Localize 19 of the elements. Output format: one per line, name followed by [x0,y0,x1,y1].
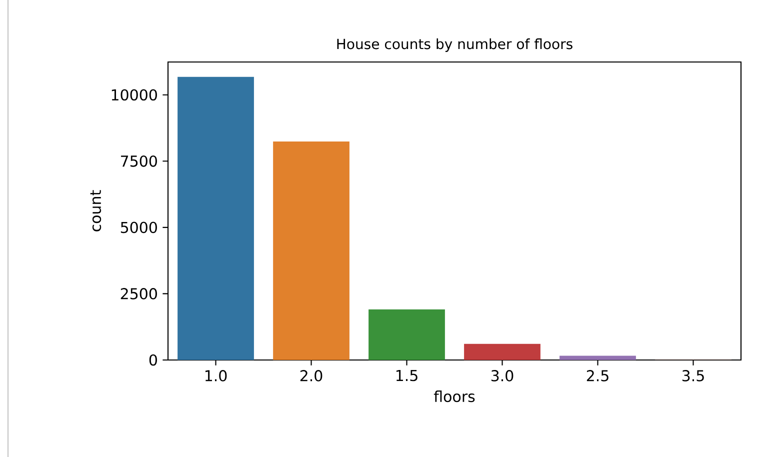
x-tick-label: 1.0 [205,370,227,382]
bar [178,76,254,360]
chart-title: House counts by number of floors [337,38,572,52]
bar [368,309,445,360]
y-tick-label: 5000 [120,222,157,234]
bar [273,142,350,360]
bar [560,356,636,360]
y-tick-label: 7500 [121,155,157,167]
bar [464,344,540,360]
x-tick-label: 3.5 [682,370,704,382]
x-tick-label: 1.5 [396,370,418,382]
x-axis-title: floors [434,390,475,402]
x-tick-label: 2.0 [300,370,322,382]
y-tick-label: 10000 [112,89,157,101]
y-tick-label: 0 [149,354,157,366]
y-tick-label: 2500 [120,288,157,300]
y-axis-title: count [90,190,102,232]
x-tick-label: 2.5 [586,370,608,382]
x-tick-label: 3.0 [491,370,514,382]
